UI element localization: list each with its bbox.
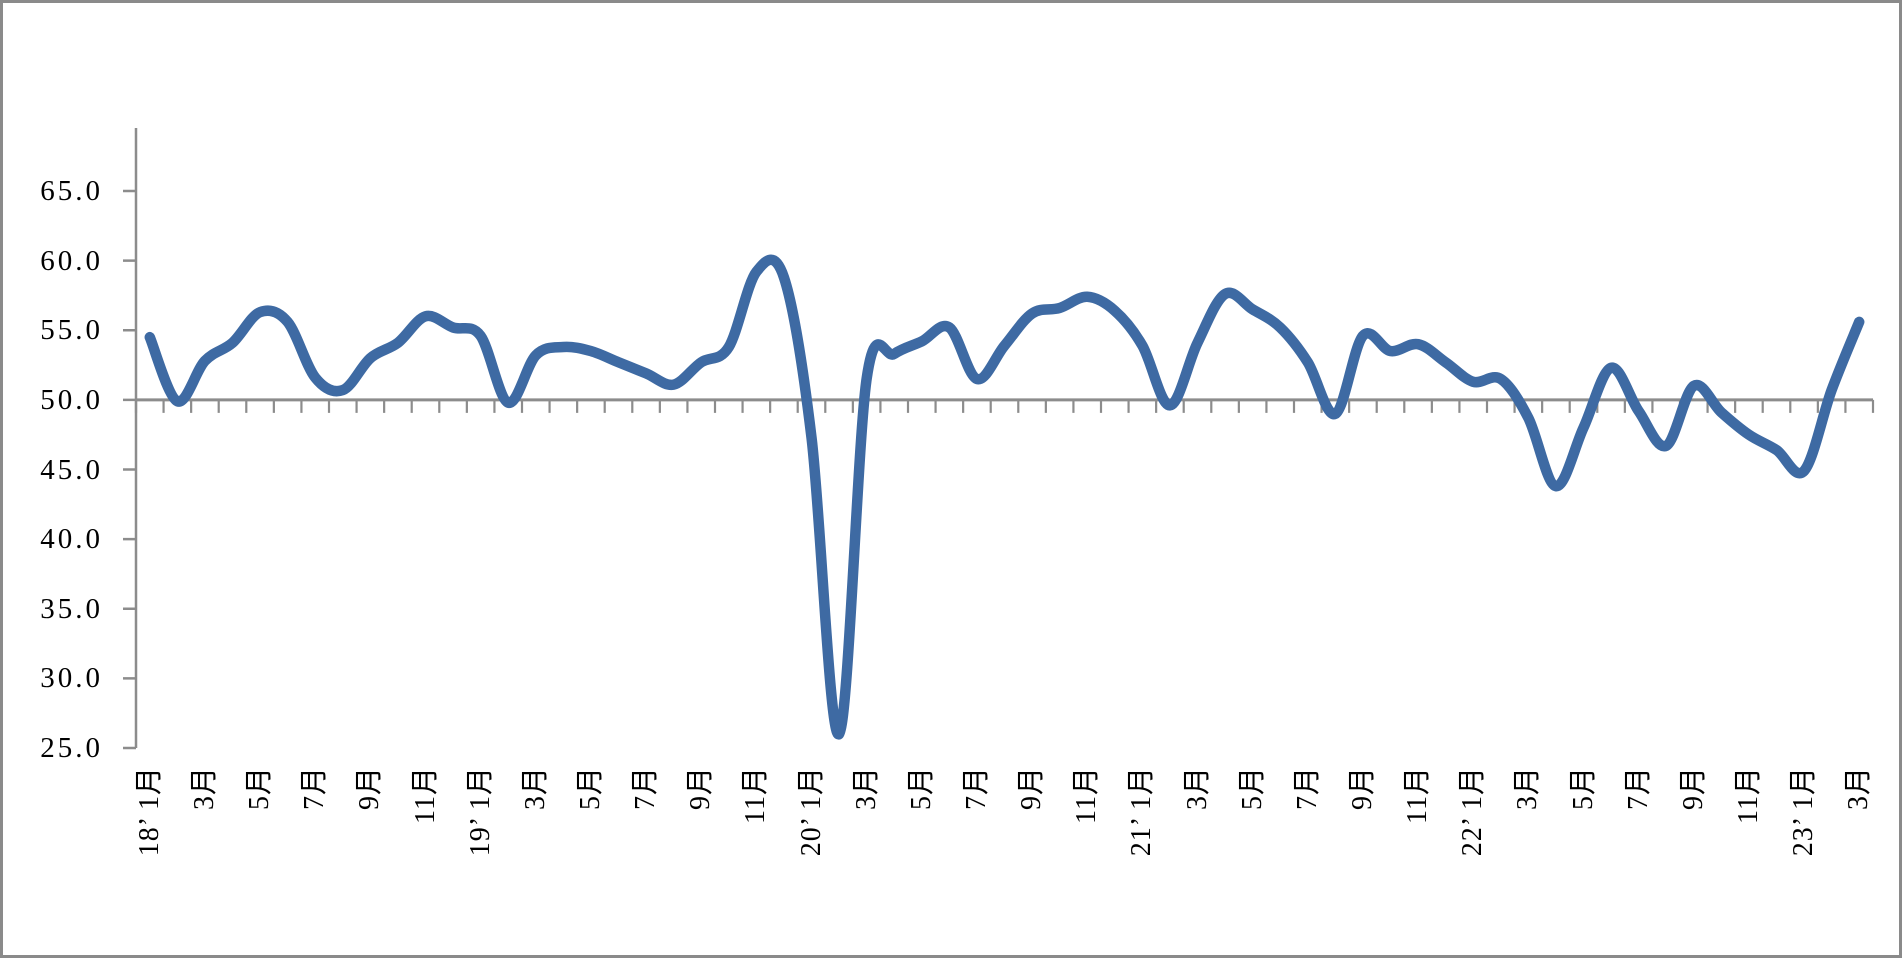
x-axis-tick-label: 7月 [960, 766, 992, 811]
y-axis-tick-label: 25.0 [40, 732, 103, 764]
line-chart-plot [123, 128, 1875, 750]
x-axis-tick-label: 9月 [1016, 766, 1048, 811]
y-axis-tick-label: 50.0 [40, 383, 103, 416]
x-axis-tick-label: 11月 [1402, 766, 1434, 824]
x-axis-tick-label: 23’ 1月 [1788, 766, 1820, 857]
x-axis-tick-label: 3月 [188, 766, 220, 811]
y-axis-tick-label: 55.0 [40, 314, 103, 347]
y-axis-tick-label: 60.0 [40, 244, 103, 277]
y-axis-tick-label: 35.0 [40, 592, 103, 625]
y-axis-tick-label: 45.0 [40, 453, 103, 486]
y-axis-tick-label: 40.0 [40, 523, 103, 556]
x-axis-tick-label: 9月 [1677, 766, 1709, 811]
x-axis-tick-label: 9月 [354, 766, 386, 811]
x-axis-tick-label: 5月 [905, 766, 937, 811]
x-axis-tick-label: 20’ 1月 [795, 766, 827, 857]
x-axis-tick-label: 9月 [1346, 766, 1378, 811]
x-axis-tick-label: 5月 [574, 766, 606, 811]
x-axis-tick-label: 22’ 1月 [1457, 766, 1489, 857]
x-axis-tick-label: 19’ 1月 [464, 766, 496, 857]
x-axis-tick-label: 7月 [1291, 766, 1323, 811]
x-axis-tick-label: 9月 [685, 766, 717, 811]
y-axis-tick-label: 65.0 [40, 175, 103, 207]
x-axis-tick-label: 11月 [1071, 766, 1103, 824]
x-axis-tick-label: 11月 [1732, 766, 1764, 824]
x-axis-tick-label: 7月 [299, 766, 331, 811]
x-axis-tick-label: 18’ 1月 [133, 766, 165, 857]
x-axis-tick-label: 11月 [409, 766, 441, 824]
x-axis-tick-label: 3月 [1512, 766, 1544, 811]
y-axis-tick-label: 30.0 [40, 662, 103, 695]
index-data-line [144, 254, 1865, 740]
x-axis-tick-label: 5月 [244, 766, 276, 811]
x-axis-tick-label: 3月 [850, 766, 882, 811]
x-axis-tick-label: 5月 [1567, 766, 1599, 811]
x-axis-tick-label: 3月 [1843, 766, 1875, 811]
x-axis-tick-label: 21’ 1月 [1126, 766, 1158, 857]
x-axis-tick-label: 7月 [630, 766, 662, 811]
x-axis-tick-label: 11月 [740, 766, 772, 824]
x-axis-tick-label: 5月 [1236, 766, 1268, 811]
x-axis-tick-label: 3月 [1181, 766, 1213, 811]
x-axis-tick-label: 7月 [1622, 766, 1654, 811]
x-axis-tick-label: 3月 [519, 766, 551, 811]
